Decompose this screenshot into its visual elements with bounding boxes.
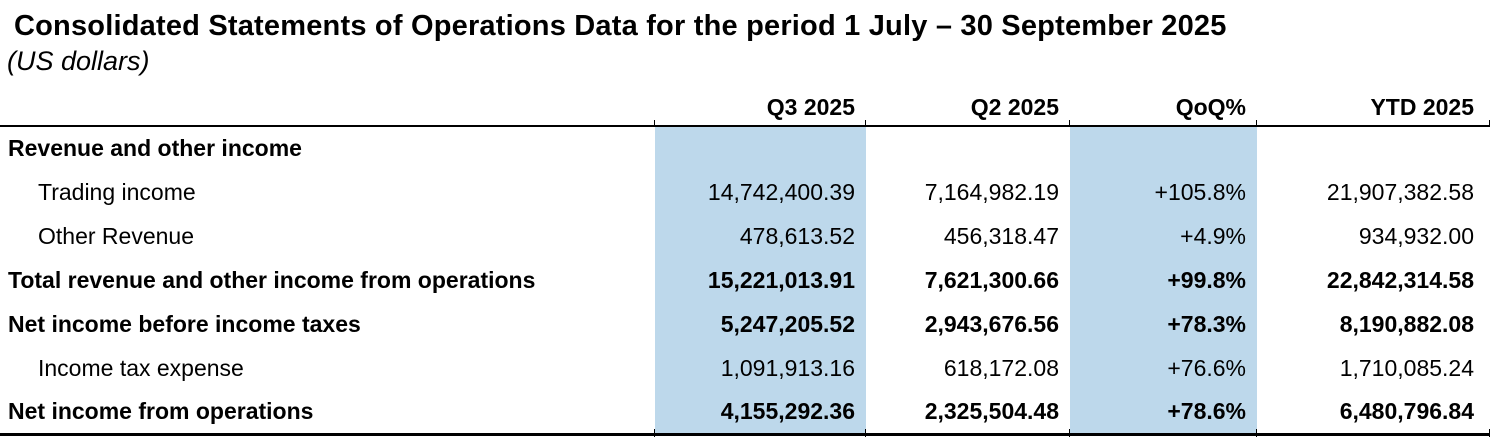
currency-note: (US dollars) <box>7 46 150 76</box>
cell-q2 <box>866 126 1070 170</box>
cell-q2: 7,621,300.66 <box>924 266 1059 293</box>
row-label: Net income from operations <box>0 390 655 436</box>
row-label: Income tax expense <box>38 354 244 381</box>
cell-q2: 2,325,504.48 <box>865 390 1070 437</box>
page-title: Consolidated Statements of Operations Da… <box>14 10 1227 42</box>
header-row: Q3 2025 Q2 2025 QoQ% YTD 2025 <box>0 87 1490 127</box>
cell-qoq: +78.3% <box>1070 302 1257 346</box>
header-q3-2025: Q3 2025 <box>654 87 866 127</box>
cell-qoq: +105.8% <box>1070 170 1257 214</box>
cell-ytd: 8,190,882.08 <box>1339 310 1474 337</box>
table-row-trading-income: Trading income 14,742,400.39 7,164,982.1… <box>0 170 1490 214</box>
cell-q3 <box>655 126 866 170</box>
table-row-income-tax-expense: Income tax expense 1,091,913.16 618,172.… <box>0 346 1490 390</box>
cell-qoq: +76.6% <box>1070 346 1257 390</box>
table-row-total-revenue: Total revenue and other income from oper… <box>0 258 1490 302</box>
cell-qoq: +78.6% <box>1069 390 1257 437</box>
cell-q2: 2,943,676.56 <box>924 310 1059 337</box>
cell-ytd: 21,907,382.58 <box>1326 178 1474 205</box>
operations-table: Q3 2025 Q2 2025 QoQ% YTD 2025 Revenue an… <box>0 87 1490 437</box>
cell-q3: 478,613.52 <box>655 214 866 258</box>
row-label: Total revenue and other income from oper… <box>8 266 536 293</box>
row-label: Net income before income taxes <box>8 310 361 337</box>
cell-ytd: 934,932.00 <box>1358 222 1474 249</box>
cell-q3: 4,155,292.36 <box>654 390 866 437</box>
cell-q3: 1,091,913.16 <box>655 346 866 390</box>
table-row-net-income-before-taxes: Net income before income taxes 5,247,205… <box>0 302 1490 346</box>
cell-qoq <box>1070 126 1257 170</box>
cell-ytd: 22,842,314.58 <box>1326 266 1474 293</box>
table-row-net-income-from-operations: Net income from operations 4,155,292.36 … <box>0 390 1490 437</box>
cell-q3: 5,247,205.52 <box>655 302 866 346</box>
cell-q3: 14,742,400.39 <box>655 170 866 214</box>
table-row-revenue-and-other-income: Revenue and other income <box>0 126 1490 170</box>
cell-ytd <box>1257 126 1490 170</box>
cell-qoq: +4.9% <box>1070 214 1257 258</box>
header-label-column <box>0 87 655 127</box>
cell-q2: 7,164,982.19 <box>924 178 1059 205</box>
table-header: Q3 2025 Q2 2025 QoQ% YTD 2025 <box>0 87 1490 127</box>
row-label: Revenue and other income <box>8 135 302 161</box>
cell-q2: 456,318.47 <box>943 222 1059 249</box>
table-row-other-revenue: Other Revenue 478,613.52 456,318.47 +4.9… <box>0 214 1490 258</box>
cell-q3: 15,221,013.91 <box>655 258 866 302</box>
cell-ytd: 6,480,796.84 <box>1256 390 1490 437</box>
cell-qoq: +99.8% <box>1070 258 1257 302</box>
cell-q2: 618,172.08 <box>943 354 1059 381</box>
header-q2-2025: Q2 2025 <box>865 87 1070 127</box>
row-label: Other Revenue <box>38 222 194 249</box>
header-qoq-percent: QoQ% <box>1069 87 1257 127</box>
cell-ytd: 1,710,085.24 <box>1339 354 1474 381</box>
row-label: Trading income <box>38 178 196 205</box>
header-ytd-2025: YTD 2025 <box>1256 87 1490 127</box>
